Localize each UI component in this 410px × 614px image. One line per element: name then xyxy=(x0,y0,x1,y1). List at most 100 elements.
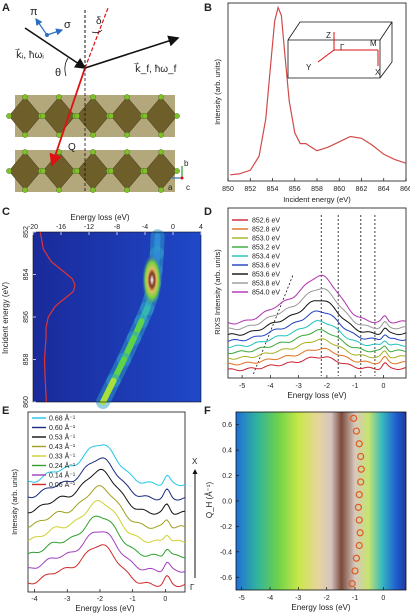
momentum-spectrum xyxy=(27,515,186,559)
y-tick-label: 0.6 xyxy=(222,422,232,429)
oxygen-atom xyxy=(90,94,96,100)
oxygen-atom xyxy=(124,149,130,155)
oxygen-atom xyxy=(56,187,62,193)
x-tick-label: -20 xyxy=(28,224,38,231)
panel-f: F -5 -4 -3 -2 -1 0 -0.6 -0.4 -0.2 0.0 0.2 0.4 0.6 En… xyxy=(204,405,407,612)
panel-c-ylabel: Incident energy (eV) xyxy=(1,282,10,354)
peak-marker xyxy=(357,478,365,486)
legend-label: 853.0 eV xyxy=(252,236,280,243)
ridge-core xyxy=(100,377,117,405)
x-tick-label: 852 xyxy=(244,186,256,193)
panel-f-peak-markers xyxy=(348,414,365,588)
panel-e-legend: 0.68 Å⁻¹0.60 Å⁻¹0.53 Å⁻¹0.43 Å⁻¹0.33 Å⁻¹… xyxy=(32,414,76,489)
octahedra-row xyxy=(8,96,178,191)
panel-b-plot-frame xyxy=(227,2,407,182)
rixs-spectrum xyxy=(228,288,407,331)
x-tick-label: -3 xyxy=(295,595,301,602)
oxygen-atom xyxy=(124,94,130,100)
x-tick-label: 0 xyxy=(381,383,385,390)
legend-label: 0.68 Å⁻¹ xyxy=(49,414,76,423)
x-tick-label: 860 xyxy=(333,186,345,193)
panel-d-plot-frame xyxy=(227,207,407,379)
delta-arc xyxy=(91,29,103,34)
oxygen-atom xyxy=(108,168,114,174)
oxygen-atom xyxy=(158,94,164,100)
x-tick-label: -4 xyxy=(267,595,273,602)
panel-f-heatmap xyxy=(236,412,406,590)
bz-box-edges xyxy=(288,21,393,78)
panel-e-plot-frame xyxy=(27,411,186,593)
sigma-label: σ xyxy=(64,19,71,31)
panel-c-resonance-blob xyxy=(142,254,162,306)
ki-label: k⃗ᵢ, ħωᵢ xyxy=(15,48,44,61)
legend-label: 0.60 Å⁻¹ xyxy=(49,423,76,432)
oxygen-atom xyxy=(124,187,130,193)
oxygen-atom xyxy=(40,113,46,119)
peak-marker xyxy=(355,516,363,524)
x-tick-label: -1 xyxy=(352,383,358,390)
legend-label: 0.43 Å⁻¹ xyxy=(49,442,76,451)
bz-z-label: Z xyxy=(326,31,331,40)
panel-a: A π σ δ θ Q k⃗ᵢ, ħωᵢ k⃗_f, ħω_f b xyxy=(2,2,190,193)
momentum-spectrum xyxy=(27,500,186,544)
oxygen-atom xyxy=(74,113,80,119)
rixs-spectrum xyxy=(227,356,407,372)
peak-marker xyxy=(354,503,362,511)
legend-label: 0.33 Å⁻¹ xyxy=(49,452,76,461)
x-tick-label: -5 xyxy=(239,383,245,390)
panel-c-xas-overlay xyxy=(39,231,76,403)
oxygen-atom xyxy=(158,149,164,155)
legend-label: 853.6 eV xyxy=(252,263,280,270)
x-tick-label: 850 xyxy=(222,186,234,193)
oxygen-atom xyxy=(174,113,180,119)
crystal-structure xyxy=(6,94,180,193)
oxygen-atom xyxy=(40,168,46,174)
xas-curve xyxy=(230,5,407,176)
rixs-spectrum xyxy=(227,274,407,325)
panel-d-xlabel: Energy loss (eV) xyxy=(287,391,346,400)
x-tick-label: 854 xyxy=(267,186,279,193)
x-tick-label: 4 xyxy=(199,224,203,231)
y-tick-label: 858 xyxy=(23,354,30,366)
panel-d-x-ticks: -5 -4 -3 -2 -1 0 xyxy=(239,375,385,390)
q-direction-dashed xyxy=(84,7,109,69)
panel-c-xlabel: Energy loss (eV) xyxy=(70,213,129,222)
y-tick-label: 852 xyxy=(23,226,30,238)
panel-b: B 850 852 854 856 858 860 862 864 866 Incident e… xyxy=(204,2,410,204)
y-tick-label: -0.2 xyxy=(220,524,232,531)
q-vector-arrow xyxy=(49,67,86,167)
x-tick-label: 0 xyxy=(163,596,167,603)
sigma-polarization-arrow xyxy=(46,28,64,36)
peak-marker xyxy=(357,465,365,473)
momentum-spectrum xyxy=(27,457,186,501)
legend-label: 0.06 Å⁻¹ xyxy=(49,480,76,489)
panel-f-letter: F xyxy=(204,405,211,417)
bz-m-label: M xyxy=(370,39,377,48)
x-tick-label: -2 xyxy=(324,595,330,602)
bz-gamma-y-line xyxy=(317,49,335,63)
panel-f-xlabel: Energy loss (eV) xyxy=(291,603,350,612)
momentum-spectrum xyxy=(27,485,186,529)
oxygen-atom xyxy=(56,94,62,100)
legend-label: 0.14 Å⁻¹ xyxy=(49,471,76,480)
oxygen-atom xyxy=(142,113,148,119)
x-tick-label: 856 xyxy=(289,186,301,193)
rixs-spectrum xyxy=(227,320,406,349)
theta-arc xyxy=(64,57,69,77)
incident-beam-arrow xyxy=(24,27,87,69)
x-tick-label: 0 xyxy=(171,224,175,231)
peak-marker xyxy=(348,580,356,588)
x-tick-label: -5 xyxy=(239,595,245,602)
x-tick-label: -4 xyxy=(31,596,37,603)
panel-f-ticks: -5 -4 -3 -2 -1 0 -0.6 -0.4 -0.2 0.0 0.2 0.4 0.6 xyxy=(220,422,385,602)
x-tick-label: -2 xyxy=(324,383,330,390)
y-tick-label: 854 xyxy=(23,269,30,281)
c-axis-label: c xyxy=(186,183,190,192)
peak-marker xyxy=(352,554,361,562)
oxygen-atom xyxy=(158,132,164,138)
x-tick-label: 858 xyxy=(311,186,323,193)
peak-marker xyxy=(352,427,361,435)
oxygen-atom xyxy=(22,149,28,155)
x-tick-label: -1 xyxy=(130,596,136,603)
